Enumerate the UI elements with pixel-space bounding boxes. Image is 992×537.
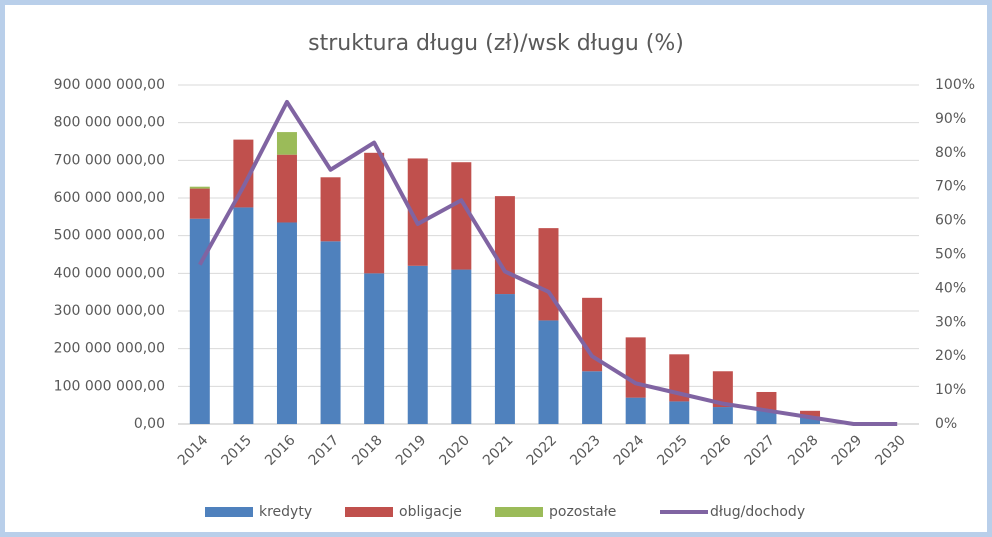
y-tick-label: 200 000 000,00 <box>54 341 165 357</box>
bar <box>320 241 341 424</box>
y2-tick-label: 30% <box>935 314 966 330</box>
legend-swatch <box>205 507 253 517</box>
bar <box>756 410 777 424</box>
y2-tick-label: 60% <box>935 213 966 229</box>
chart-title: struktura długu (zł)/wsk długu (%) <box>308 31 684 56</box>
line <box>198 99 898 426</box>
y-tick-label: 400 000 000,00 <box>54 265 165 281</box>
bar <box>712 371 733 408</box>
bar <box>625 397 646 424</box>
bar <box>189 218 210 424</box>
bar <box>407 265 428 424</box>
y-tick-label: 600 000 000,00 <box>54 190 165 206</box>
bar <box>407 158 428 266</box>
bar <box>669 401 690 424</box>
bar <box>800 410 821 417</box>
bar <box>233 207 254 424</box>
y-tick-label: 100 000 000,00 <box>54 378 165 394</box>
bar <box>189 186 210 189</box>
bar <box>625 337 646 398</box>
y-tick-label: 800 000 000,00 <box>54 115 165 131</box>
y-tick-label: 900 000 000,00 <box>54 77 165 93</box>
bar <box>189 188 210 219</box>
y-tick-label: 700 000 000,00 <box>54 152 165 168</box>
y2-tick-label: 90% <box>935 111 966 127</box>
bar <box>451 162 472 270</box>
y2-tick-label: 100% <box>935 77 975 93</box>
bar <box>538 320 559 424</box>
bar <box>364 273 385 424</box>
bar <box>364 152 385 274</box>
bar <box>494 294 515 424</box>
legend-label: dług/dochody <box>710 504 805 520</box>
y2-tick-label: 80% <box>935 145 966 161</box>
bar <box>276 154 297 223</box>
bar <box>582 371 603 424</box>
bar <box>756 391 777 411</box>
legend-swatch <box>495 507 543 517</box>
y-tick-label: 500 000 000,00 <box>54 228 165 244</box>
y2-tick-label: 40% <box>935 280 966 296</box>
bar <box>800 416 821 424</box>
y-tick-label: 300 000 000,00 <box>54 303 165 319</box>
bar <box>582 297 603 372</box>
bar <box>669 354 690 402</box>
y2-tick-label: 70% <box>935 179 966 195</box>
bar <box>276 222 297 424</box>
y2-tick-label: 10% <box>935 382 966 398</box>
y2-tick-label: 0% <box>935 416 957 432</box>
bar <box>712 407 733 424</box>
bar <box>538 228 559 321</box>
legend-label: kredyty <box>259 504 312 520</box>
bar <box>451 269 472 424</box>
legend-label: pozostałe <box>549 504 616 520</box>
y-tick-label: 0,00 <box>134 416 165 432</box>
bar <box>276 132 297 155</box>
bar <box>320 177 341 242</box>
bar <box>233 139 254 208</box>
y2-tick-label: 20% <box>935 348 966 364</box>
legend-swatch <box>345 507 393 517</box>
bar <box>494 196 515 295</box>
y2-tick-label: 50% <box>935 247 966 263</box>
legend-label: obligacje <box>399 504 462 520</box>
